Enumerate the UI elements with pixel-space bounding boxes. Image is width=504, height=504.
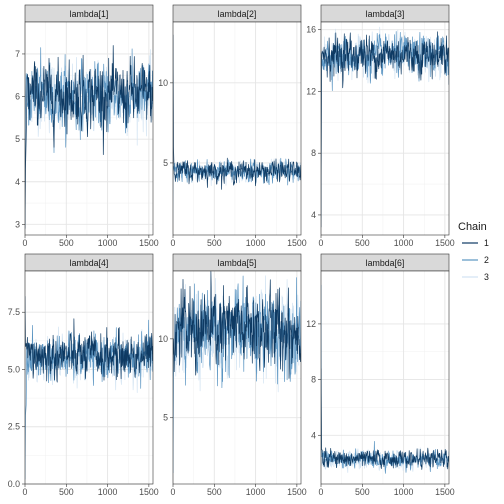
legend-title: Chain [458, 221, 487, 233]
x-tick-label: 0 [171, 487, 176, 497]
trace-line-chain-1 [173, 271, 301, 379]
facet-title: lambda[3] [366, 9, 405, 19]
panel-background [25, 22, 153, 235]
facet-panel-4: lambda[4] 0 500 1000 1500 0.0 2.5 5.0 7.5 [8, 253, 159, 497]
trace-line-chain-2 [25, 47, 153, 225]
y-tick-label: 4 [311, 430, 316, 440]
panel-border [24, 21, 154, 236]
x-tick-label: 500 [355, 487, 370, 497]
x-tick-label: 1000 [246, 487, 266, 497]
x-tick-label: 1000 [394, 238, 414, 248]
y-tick-label: 7 [15, 49, 20, 59]
x-tick-label: 1500 [435, 238, 455, 248]
x-tick-label: 1500 [435, 487, 455, 497]
y-tick-label: 12 [306, 319, 316, 329]
y-tick-label: 3 [15, 219, 20, 229]
trace-line-chain-1 [173, 34, 301, 190]
facet-title: lambda[6] [366, 258, 405, 268]
x-tick-label: 1500 [287, 238, 307, 248]
y-tick-label: 2.5 [8, 422, 20, 432]
y-tick-label: 4 [15, 177, 20, 187]
x-tick-label: 500 [207, 487, 222, 497]
trace-line-chain-1 [25, 45, 153, 229]
y-tick-label: 7.5 [8, 307, 20, 317]
trace-line-chain-1 [25, 296, 153, 383]
legend-label: 2 [484, 255, 489, 265]
facet-title: lambda[2] [218, 9, 257, 19]
panel-border [172, 21, 302, 236]
x-tick-label: 1000 [98, 487, 118, 497]
x-tick-label: 0 [319, 238, 324, 248]
facet-panel-5: lambda[5] 0 500 1000 1500 5 10 [158, 253, 307, 497]
facet-title: lambda[1] [70, 9, 109, 19]
x-tick-label: 500 [355, 238, 370, 248]
x-tick-label: 0 [171, 238, 176, 248]
facet-panel-6: lambda[6] 0 500 1000 1500 4 8 12 [306, 253, 455, 497]
y-tick-label: 12 [306, 86, 316, 96]
trace-line-chain-1 [321, 31, 449, 228]
y-tick-label: 6 [15, 92, 20, 102]
x-tick-label: 1000 [246, 238, 266, 248]
panel-border [24, 270, 154, 485]
facet-panel-1: lambda[1] 0 500 1000 1500 3 4 5 6 7 [15, 4, 159, 248]
x-tick-label: 1500 [139, 487, 159, 497]
y-tick-label: 5 [15, 134, 20, 144]
x-tick-label: 0 [23, 487, 28, 497]
y-tick-label: 5 [163, 158, 168, 168]
x-tick-label: 1500 [287, 487, 307, 497]
trace-line-chain-1 [321, 368, 449, 470]
facet-panel-2: lambda[2] 0 500 1000 1500 5 10 [158, 4, 307, 248]
facet-panel-3: lambda[3] 0 500 1000 1500 4 8 12 16 [306, 4, 455, 248]
x-tick-label: 500 [59, 238, 74, 248]
facet-title: lambda[4] [70, 258, 109, 268]
y-tick-label: 10 [158, 78, 168, 88]
y-tick-label: 8 [311, 375, 316, 385]
panel-background [173, 22, 301, 235]
x-tick-label: 0 [319, 487, 324, 497]
x-tick-label: 1500 [139, 238, 159, 248]
legend-label: 1 [484, 238, 489, 248]
x-tick-label: 500 [59, 487, 74, 497]
x-tick-label: 500 [207, 238, 222, 248]
y-tick-label: 5.0 [8, 364, 20, 374]
x-tick-label: 0 [23, 238, 28, 248]
y-tick-label: 5 [163, 413, 168, 423]
panel-border [320, 21, 450, 236]
y-tick-label: 4 [311, 210, 316, 220]
facet-title: lambda[5] [218, 258, 257, 268]
x-tick-label: 1000 [394, 487, 414, 497]
y-tick-label: 16 [306, 25, 316, 35]
y-tick-label: 8 [311, 148, 316, 158]
legend: Chain 1 2 3 [458, 221, 489, 282]
y-tick-label: 10 [158, 334, 168, 344]
panel-border [172, 270, 302, 485]
legend-label: 3 [484, 272, 489, 282]
x-tick-label: 1000 [98, 238, 118, 248]
panel-border [320, 270, 450, 485]
y-tick-label: 0.0 [8, 479, 20, 489]
